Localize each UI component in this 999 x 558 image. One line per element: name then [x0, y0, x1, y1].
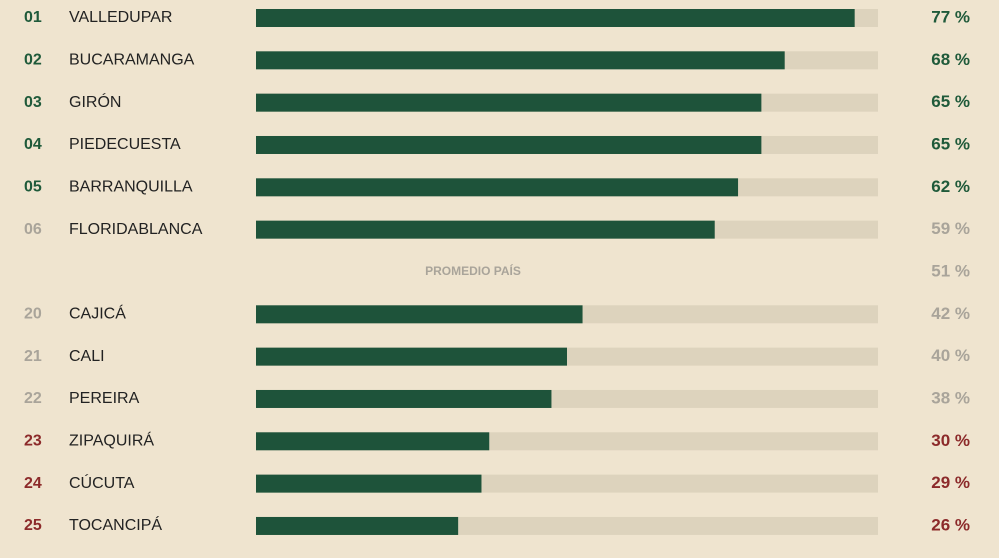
category-label: BARRANQUILLA	[69, 179, 193, 196]
bar	[256, 9, 855, 27]
rank: 04	[24, 136, 42, 153]
rank: 25	[24, 517, 42, 534]
category-label: CAJICÁ	[69, 304, 126, 323]
average-value: 51 %	[931, 261, 970, 280]
value-label: 42 %	[931, 304, 970, 323]
bar	[256, 389, 552, 408]
rank: 22	[24, 390, 42, 407]
average-label: PROMEDIO PAÍS	[425, 263, 521, 278]
category-label: PEREIRA	[69, 390, 140, 407]
rank: 23	[24, 433, 42, 450]
rank: 02	[24, 52, 42, 69]
value-label: 26 %	[931, 515, 970, 534]
category-label: CÚCUTA	[69, 473, 135, 492]
value-label: 77 %	[931, 7, 970, 26]
bar	[256, 135, 762, 154]
rank: 03	[24, 94, 42, 111]
bar	[256, 516, 459, 535]
bar	[256, 305, 583, 324]
category-label: PIEDECUESTA	[69, 136, 181, 153]
category-label: BUCARAMANGA	[69, 52, 195, 69]
value-label: 38 %	[931, 388, 970, 407]
category-label: GIRÓN	[69, 92, 121, 111]
category-label: CALI	[69, 348, 105, 365]
rank: 05	[24, 179, 42, 196]
value-label: 62 %	[931, 177, 970, 196]
rank: 01	[24, 9, 42, 26]
rank: 20	[24, 306, 42, 323]
bar	[256, 93, 762, 112]
value-label: 59 %	[931, 219, 970, 238]
category-label: FLORIDABLANCA	[69, 221, 203, 238]
value-label: 29 %	[931, 473, 970, 492]
rank: 24	[24, 475, 42, 492]
value-label: 30 %	[931, 431, 970, 450]
bar	[256, 178, 739, 197]
category-label: ZIPAQUIRÁ	[69, 431, 154, 450]
rank: 06	[24, 221, 42, 238]
category-label: VALLEDUPAR	[69, 9, 172, 26]
rank: 21	[24, 348, 42, 365]
bar	[256, 474, 482, 493]
bar	[256, 220, 715, 239]
value-label: 65 %	[931, 92, 970, 111]
bar	[256, 51, 785, 70]
value-label: 68 %	[931, 50, 970, 69]
bar	[256, 347, 567, 366]
category-label: TOCANCIPÁ	[69, 515, 162, 534]
bar	[256, 432, 490, 451]
value-label: 65 %	[931, 134, 970, 153]
value-label: 40 %	[931, 346, 970, 365]
